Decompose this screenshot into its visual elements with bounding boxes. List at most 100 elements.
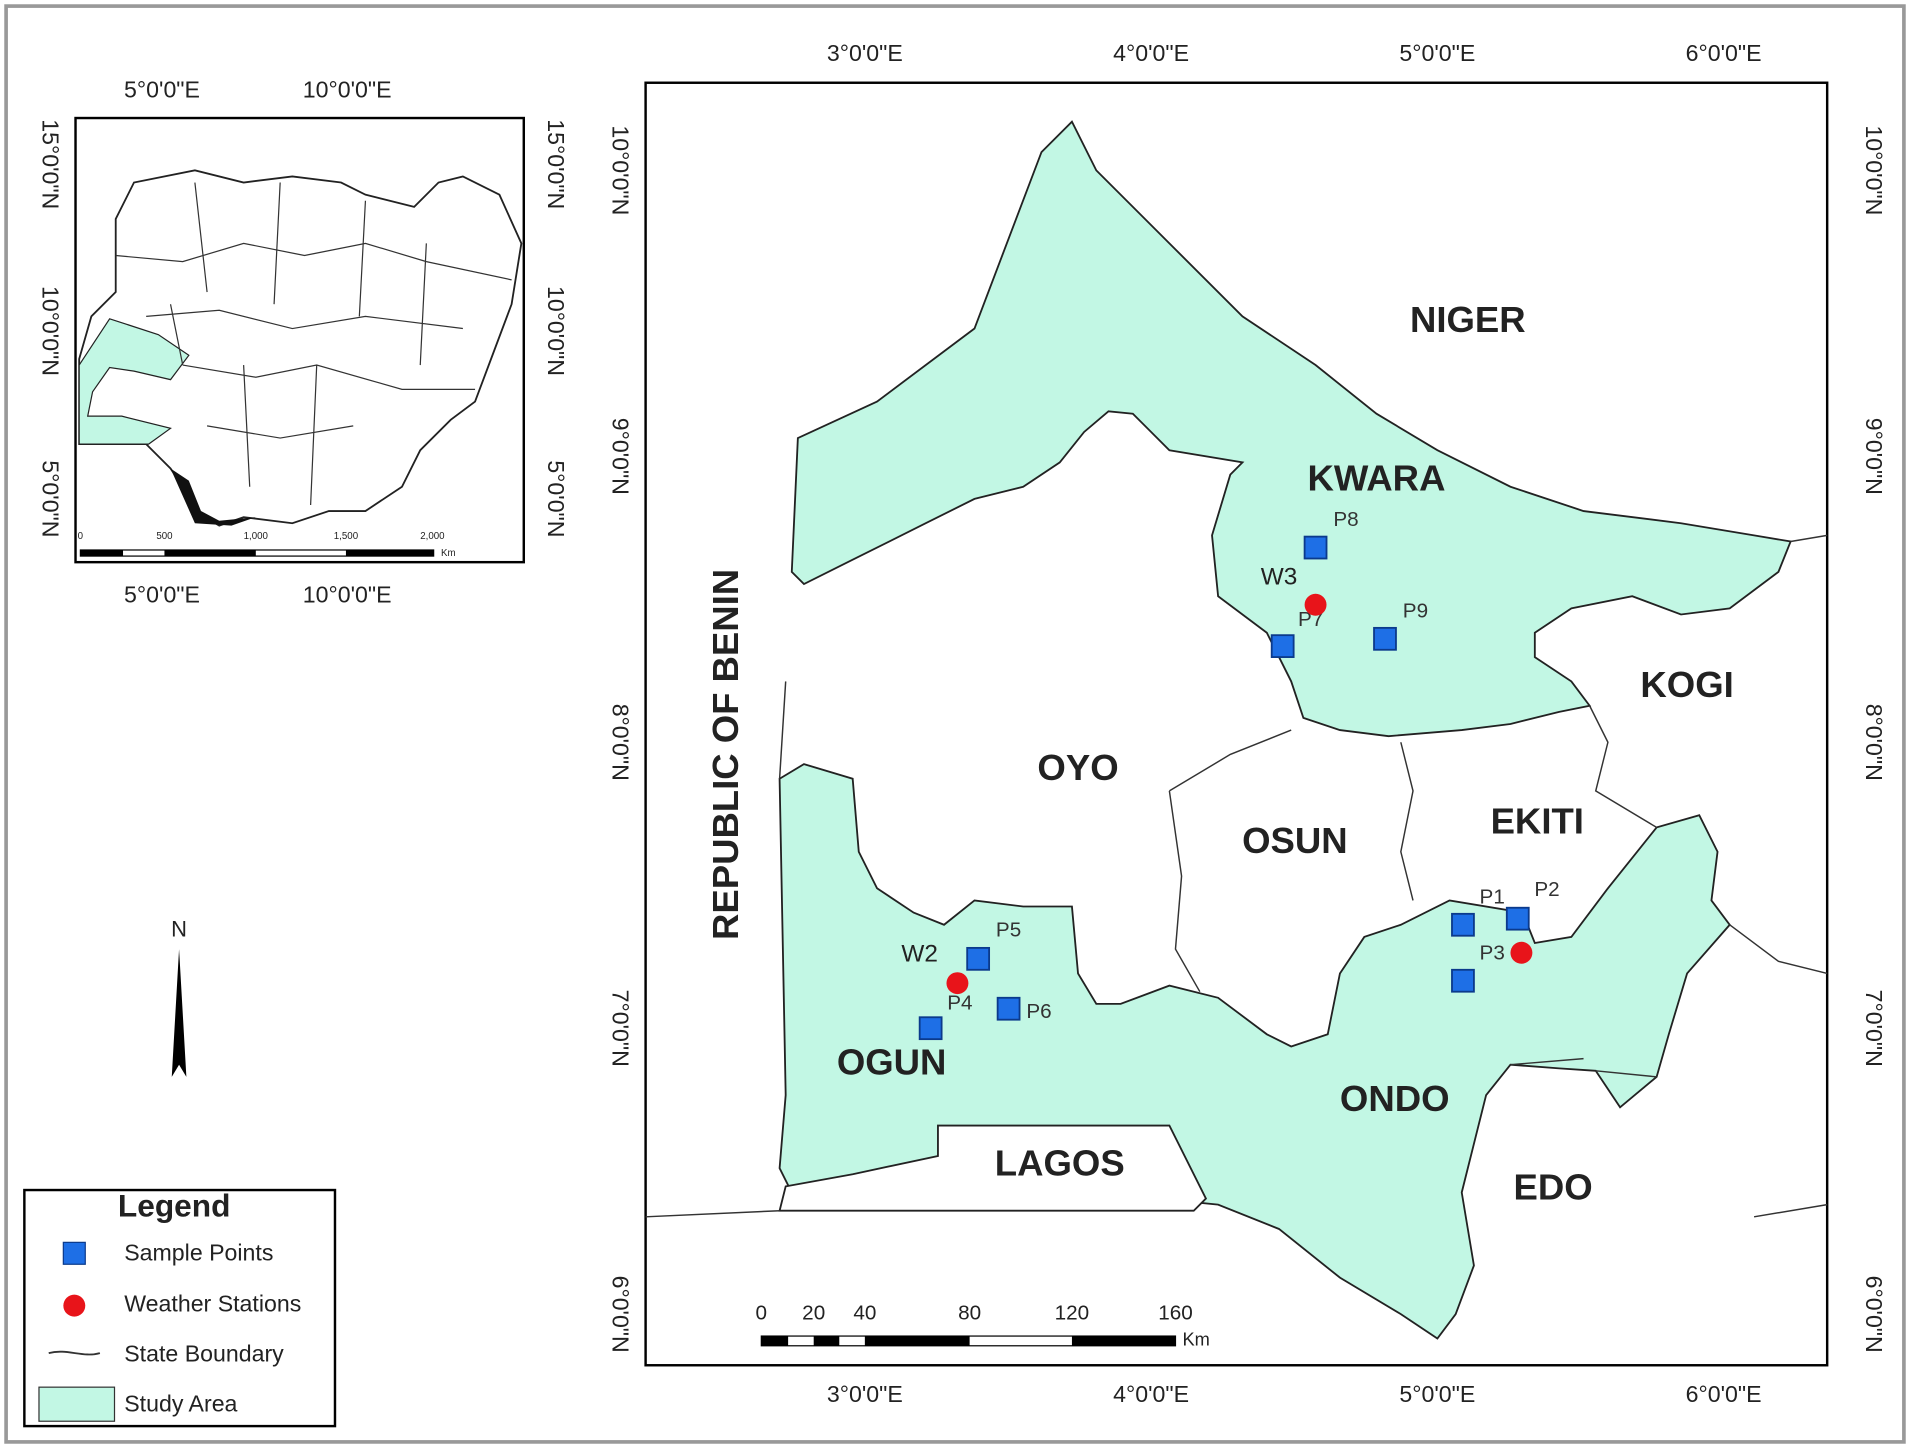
inset-scale-segment: [80, 549, 124, 557]
sample-point-label: P2: [1534, 878, 1559, 901]
legend-boundary-symbol: [48, 1350, 101, 1356]
legend-item: Sample Points: [124, 1240, 273, 1266]
inset-lon-label: 10°0'0"E: [303, 581, 392, 607]
state-label: OGUN: [837, 1041, 947, 1082]
legend-station-symbol: [63, 1294, 86, 1317]
lon-label: 3°0'0"E: [827, 1381, 903, 1407]
north-label: N: [171, 917, 187, 942]
weather-station-label: W2: [901, 941, 938, 968]
legend-study-symbol: [38, 1386, 116, 1422]
lon-label: 5°0'0"E: [1399, 40, 1475, 66]
lat-label: 10°0'0"N: [1861, 125, 1887, 215]
scale-label: 120: [1055, 1302, 1090, 1325]
lat-label: 7°0'0"N: [1861, 990, 1887, 1067]
state-label: NIGER: [1410, 299, 1526, 340]
scale-segment: [761, 1336, 789, 1346]
north-arrow: [171, 949, 187, 1077]
lon-label: 6°0'0"E: [1686, 1381, 1762, 1407]
inset-lat-label: 10°0'0"N: [38, 286, 64, 376]
sample-point-label: P5: [996, 918, 1021, 941]
lat-label: 6°0'0"N: [1861, 1276, 1887, 1353]
inset-scale-unit: Km: [441, 548, 456, 559]
sample-point-label: P9: [1403, 600, 1428, 623]
lat-label: 9°0'0"N: [1861, 418, 1887, 495]
scale-segment: [813, 1336, 840, 1346]
lat-label: 9°0'0"N: [608, 418, 634, 495]
inset-scale-label: 1,000: [244, 531, 269, 542]
lat-label: 10°0'0"N: [608, 125, 634, 215]
sample-point: [1451, 968, 1475, 993]
sample-point: [918, 1016, 943, 1041]
lat-label: 8°0'0"N: [1861, 704, 1887, 781]
inset-lat-label: 5°0'0"N: [543, 460, 569, 537]
country-label: REPUBLIC OF BENIN: [705, 569, 746, 940]
inset-scale-label: 1,500: [334, 531, 359, 542]
scale-label: 40: [853, 1302, 876, 1325]
weather-station: [946, 972, 969, 995]
scale-label: 0: [756, 1302, 768, 1325]
sample-point-label: P6: [1026, 1000, 1051, 1023]
weather-station: [1510, 941, 1533, 964]
state-label: KOGI: [1640, 664, 1733, 705]
sample-point: [996, 996, 1021, 1021]
scale-label: 20: [802, 1302, 825, 1325]
inset-lon-label: 5°0'0"E: [124, 581, 200, 607]
state-label: EKITI: [1491, 800, 1584, 841]
lon-label: 3°0'0"E: [827, 40, 903, 66]
state-label: EDO: [1514, 1167, 1593, 1208]
study-area-south: [778, 763, 1731, 1340]
scale-segment: [864, 1336, 970, 1346]
inset-scale-label: 0: [78, 531, 84, 542]
scale-label: 80: [958, 1302, 981, 1325]
inset-lat-label: 10°0'0"N: [543, 286, 569, 376]
sample-point-label: P4: [947, 991, 972, 1014]
state-label: ONDO: [1340, 1078, 1450, 1119]
sample-point: [1451, 912, 1475, 937]
inset-lat-label: 5°0'0"N: [38, 460, 64, 537]
sample-point-label: P1: [1480, 885, 1505, 908]
sample-point-label: P8: [1333, 508, 1358, 531]
inset-scale-label: 500: [156, 531, 173, 542]
inset-scale-segment: [345, 549, 434, 557]
lon-label: 6°0'0"E: [1686, 40, 1762, 66]
legend-item: Weather Stations: [124, 1291, 301, 1317]
lat-label: 7°0'0"N: [608, 990, 634, 1067]
state-label: LAGOS: [995, 1142, 1125, 1183]
inset-study-area: [78, 318, 190, 445]
inset-lat-label: 15°0'0"N: [38, 119, 64, 209]
inset-lat-label: 15°0'0"N: [543, 119, 569, 209]
lat-label: 6°0'0"N: [608, 1276, 634, 1353]
scale-unit: Km: [1182, 1329, 1209, 1350]
sample-point: [966, 946, 991, 971]
lat-label: 8°0'0"N: [608, 704, 634, 781]
state-label: OSUN: [1242, 820, 1348, 861]
weather-station-label: W3: [1261, 563, 1298, 590]
weather-station: [1304, 593, 1327, 616]
lon-label: 5°0'0"E: [1399, 1381, 1475, 1407]
state-label: KWARA: [1307, 457, 1445, 498]
study-area-north: [790, 120, 1792, 738]
legend-sample-symbol: [62, 1241, 86, 1265]
state-label: OYO: [1037, 747, 1118, 788]
legend-title: Legend: [118, 1188, 231, 1224]
lon-label: 4°0'0"E: [1113, 40, 1189, 66]
sample-point: [1373, 626, 1397, 651]
inset-coast: [170, 468, 256, 526]
scale-segment: [1071, 1336, 1176, 1346]
legend-item: State Boundary: [124, 1341, 284, 1367]
sample-point-label: P3: [1480, 941, 1505, 964]
lon-label: 4°0'0"E: [1113, 1381, 1189, 1407]
sample-point: [1505, 906, 1530, 931]
sample-point: [1270, 634, 1295, 658]
scale-label: 160: [1158, 1302, 1193, 1325]
inset-scale-segment: [164, 549, 256, 557]
sample-point: [1303, 535, 1328, 560]
inset-lon-label: 5°0'0"E: [124, 76, 200, 102]
inset-lon-label: 10°0'0"E: [303, 76, 392, 102]
inset-state-boundaries: [115, 182, 512, 506]
inset-scale-label: 2,000: [420, 531, 445, 542]
legend-item: Study Area: [124, 1391, 237, 1417]
state-boundaries: [645, 534, 1828, 1218]
